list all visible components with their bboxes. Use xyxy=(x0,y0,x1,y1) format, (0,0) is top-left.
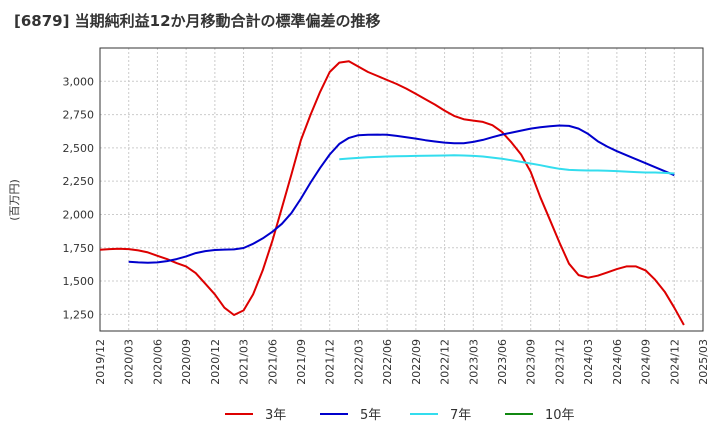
x-tick-label: 2023/03 xyxy=(467,339,480,385)
x-tick-label: 2022/06 xyxy=(381,339,394,385)
x-tick-label: 2019/12 xyxy=(94,339,107,385)
y-tick-label: 1,750 xyxy=(63,242,95,255)
y-axis-label: (百万円) xyxy=(8,179,21,221)
x-tick-label: 2021/06 xyxy=(266,339,279,385)
x-tick-label: 2023/09 xyxy=(525,339,538,385)
x-tick-label: 2020/09 xyxy=(180,339,193,385)
x-tick-label: 2022/12 xyxy=(439,339,452,385)
series-line-7年 xyxy=(339,154,675,175)
y-tick-label: 2,000 xyxy=(63,208,95,221)
y-tick-label: 3,000 xyxy=(63,75,95,88)
plot-frame xyxy=(99,47,704,332)
x-tick-label: 2021/09 xyxy=(295,339,308,385)
x-tick-label: 2021/03 xyxy=(238,339,251,385)
series-line-5年 xyxy=(128,124,675,264)
x-tick-label: 2021/12 xyxy=(324,339,337,385)
series-layer xyxy=(99,60,685,326)
x-tick-labels: 2019/12 2020/03 2020/06 2020/09 2020/12 2021/… xyxy=(94,339,710,385)
grid-layer xyxy=(99,48,704,331)
y-tick-label: 2,250 xyxy=(63,175,95,188)
chart-title: [6879] 当期純利益12か月移動合計の標準偏差の推移 xyxy=(14,12,381,30)
x-tick-label: 2020/12 xyxy=(209,339,222,385)
y-tick-labels: 1,250 1,500 1,750 2,000 2,250 2,500 2,750 3,000 xyxy=(63,75,95,321)
y-tick-label: 1,500 xyxy=(63,275,95,288)
legend-label-5年: 5年 xyxy=(360,408,381,423)
y-tick-label: 2,500 xyxy=(63,142,95,155)
legend: 3年 5年 7年 10年 xyxy=(225,408,575,423)
legend-label-3年: 3年 xyxy=(265,408,286,423)
x-tick-label: 2022/03 xyxy=(352,339,365,385)
legend-label-7年: 7年 xyxy=(450,408,471,423)
x-tick-label: 2020/03 xyxy=(123,339,136,385)
series-line-3年 xyxy=(99,60,685,326)
axis-layer xyxy=(99,47,704,332)
x-tick-label: 2024/06 xyxy=(611,339,624,385)
x-tick-label: 2025/03 xyxy=(697,339,710,385)
x-tick-label: 2022/09 xyxy=(410,339,423,385)
x-tick-label: 2024/03 xyxy=(582,339,595,385)
x-tick-label: 2024/12 xyxy=(668,339,681,385)
x-tick-label: 2023/12 xyxy=(553,339,566,385)
x-tick-label: 2024/09 xyxy=(640,339,653,385)
y-tick-label: 1,250 xyxy=(63,308,95,321)
x-tick-label: 2023/06 xyxy=(496,339,509,385)
x-tick-label: 2020/06 xyxy=(151,339,164,385)
legend-label-10年: 10年 xyxy=(545,408,575,423)
y-tick-label: 2,750 xyxy=(63,109,95,122)
